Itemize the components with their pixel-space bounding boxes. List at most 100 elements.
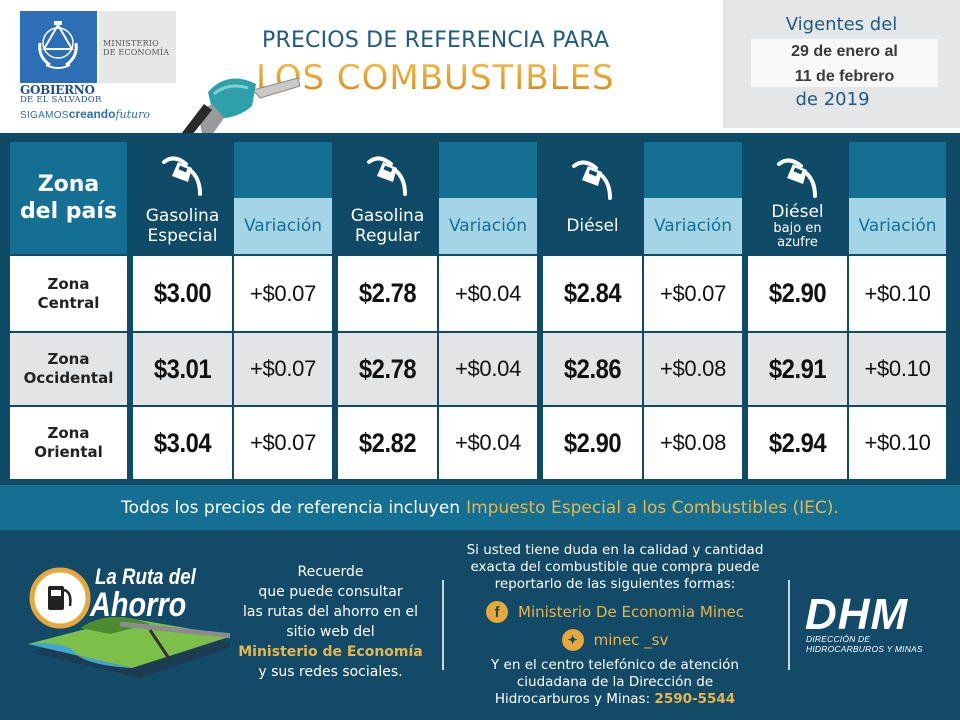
price-cell: $2.78 — [338, 256, 437, 331]
price-cell: $2.86 — [543, 333, 642, 405]
footer: La Ruta del Ahorro Recuerde que puede co… — [0, 530, 960, 720]
facebook-handle: Ministerio De Economia Minec — [518, 602, 744, 621]
fuel-name-line1: Gasolina — [350, 206, 425, 226]
government-logo — [20, 11, 97, 83]
slogan: SIGAMOScreandofuturo — [20, 107, 150, 121]
validity-label: Vigentes del — [785, 14, 898, 35]
variation-header-top — [849, 142, 946, 198]
price-cell: $2.94 — [748, 407, 847, 479]
variation-cell: +$0.10 — [849, 256, 946, 331]
variation-cell: +$0.08 — [644, 407, 742, 479]
validity-start: 29 de enero al — [791, 43, 898, 60]
fuel-name-line2: bajo en — [773, 221, 822, 236]
reminder-line: y sus redes sociales. — [258, 664, 403, 680]
zone-line1: Zona — [47, 424, 90, 442]
contact-intro-line: reportarlo de las siguientes formas: — [494, 576, 736, 592]
variation-header: Variación — [234, 198, 332, 254]
contact-info: Si usted tiene duda en la calidad y cant… — [445, 542, 785, 708]
slogan-part2: creando — [68, 107, 116, 121]
ministry-link[interactable]: Ministerio de Economía — [238, 644, 423, 660]
zone-line1: Zona — [47, 274, 90, 293]
contact-intro-line: exacta del combustible que compra puede — [470, 559, 760, 575]
twitter-link[interactable]: ✦ minec _sv — [445, 629, 785, 651]
price-cell: $2.78 — [338, 333, 437, 405]
fuel-pump-icon — [161, 156, 202, 196]
price-cell: $3.01 — [133, 333, 232, 405]
variation-cell: +$0.07 — [644, 256, 742, 331]
facebook-link[interactable]: f Ministerio De Economia Minec — [445, 601, 785, 623]
price-value: $2.90 — [563, 427, 622, 458]
reminder-line: sitio web del — [286, 624, 375, 640]
validity-end: 11 de febrero — [794, 68, 895, 85]
fuel-header-diesel: Diésel — [543, 142, 642, 254]
price-cell: $2.91 — [748, 333, 847, 405]
coat-of-arms-icon — [38, 21, 78, 69]
fuel-header-diesel-bajo-azufre: Diésel bajo en azufre — [748, 142, 847, 254]
dhm-subtitle: DIRECCIÓN DE HIDROCARBUROS Y MINAS — [806, 634, 923, 654]
fuel-pump-icon — [776, 158, 817, 198]
iec-notice-banner: Todos los precios de referencia incluyen… — [0, 485, 960, 530]
variation-cell: +$0.07 — [234, 407, 332, 479]
price-table: Zona del país Gasolina Especial Variació… — [0, 133, 960, 485]
price-cell: $2.84 — [543, 256, 642, 331]
facebook-icon: f — [486, 601, 509, 623]
variation-header-top — [234, 142, 332, 198]
price-cell: $3.00 — [133, 256, 232, 331]
variation-cell: +$0.04 — [439, 407, 537, 479]
ministry-label: MINISTERIO DE ECONOMÍA — [103, 39, 170, 57]
divider — [788, 580, 790, 670]
price-cell: $2.90 — [748, 256, 847, 331]
reminder-line: las rutas del ahorro en el — [243, 604, 418, 620]
variation-cell: +$0.07 — [234, 333, 332, 405]
zone-header-line1: Zona — [37, 172, 100, 197]
fuel-header-gasolina-especial: Gasolina Especial — [133, 142, 232, 254]
header: MINISTERIO DE ECONOMÍA GOBIERNO DE EL SA… — [0, 0, 960, 140]
call-center-text: Y en el centro telefónico de atención ci… — [445, 657, 785, 708]
fuel-pump-icon — [571, 160, 612, 200]
gov-name: GOBIERNO — [20, 83, 95, 97]
zone-cell-central: Zona Central — [10, 256, 127, 331]
slogan-part3: futuro — [115, 108, 151, 121]
dhm-sub-line: HIDROCARBUROS Y MINAS — [806, 644, 923, 654]
variation-header-top — [644, 142, 742, 198]
ruta-del-ahorro-logo — [28, 567, 230, 678]
price-value: $2.86 — [563, 353, 622, 384]
validity-dates: 29 de enero al 11 de febrero — [751, 39, 938, 87]
price-cell: $2.90 — [543, 407, 642, 479]
variation-header: Variación — [849, 198, 946, 254]
price-cell: $3.04 — [133, 407, 232, 479]
fuel-name-line1: Diésel — [566, 216, 619, 236]
contact-intro-line: Si usted tiene duda en la calidad y cant… — [466, 542, 764, 558]
variation-cell: +$0.08 — [644, 333, 742, 405]
fuel-nozzle-icon — [178, 77, 301, 140]
reminder-line: que puede consultar — [258, 584, 403, 600]
variation-cell: +$0.04 — [439, 333, 537, 405]
price-cell: $2.82 — [338, 407, 437, 479]
price-value: $3.04 — [153, 427, 212, 458]
dhm-logo: DHM — [805, 590, 909, 639]
slogan-part1: SIGAMOS — [20, 110, 69, 121]
price-value: $2.78 — [358, 353, 417, 384]
variation-header: Variación — [439, 198, 537, 254]
fuel-header-gasolina-regular: Gasolina Regular — [338, 142, 437, 254]
variation-header-top — [439, 142, 537, 198]
price-value: $3.01 — [153, 353, 212, 384]
ministry-label-box: MINISTERIO DE ECONOMÍA — [99, 11, 176, 83]
zone-column-header: Zona del país — [10, 142, 127, 254]
price-value: $2.78 — [358, 278, 417, 308]
dhm-sub-line: DIRECCIÓN DE — [806, 634, 871, 644]
fuel-name-line2: Especial — [147, 226, 218, 246]
phone-number[interactable]: 2590-5544 — [654, 691, 736, 707]
divider — [442, 580, 444, 670]
title-line1: PRECIOS DE REFERENCIA PARA — [262, 28, 610, 53]
variation-cell: +$0.10 — [849, 333, 946, 405]
zone-line1: Zona — [47, 350, 90, 368]
call-line: Hidrocarburos y Minas: — [494, 691, 651, 707]
fuel-pump-icon — [366, 156, 407, 196]
reminder-line: Recuerde — [297, 564, 364, 580]
zone-cell-oriental: Zona Oriental — [10, 407, 127, 479]
twitter-icon: ✦ — [561, 629, 584, 651]
zone-line2: Occidental — [23, 369, 114, 387]
twitter-handle: minec _sv — [593, 630, 669, 649]
title-line2: LOS COMBUSTIBLES — [256, 58, 615, 98]
